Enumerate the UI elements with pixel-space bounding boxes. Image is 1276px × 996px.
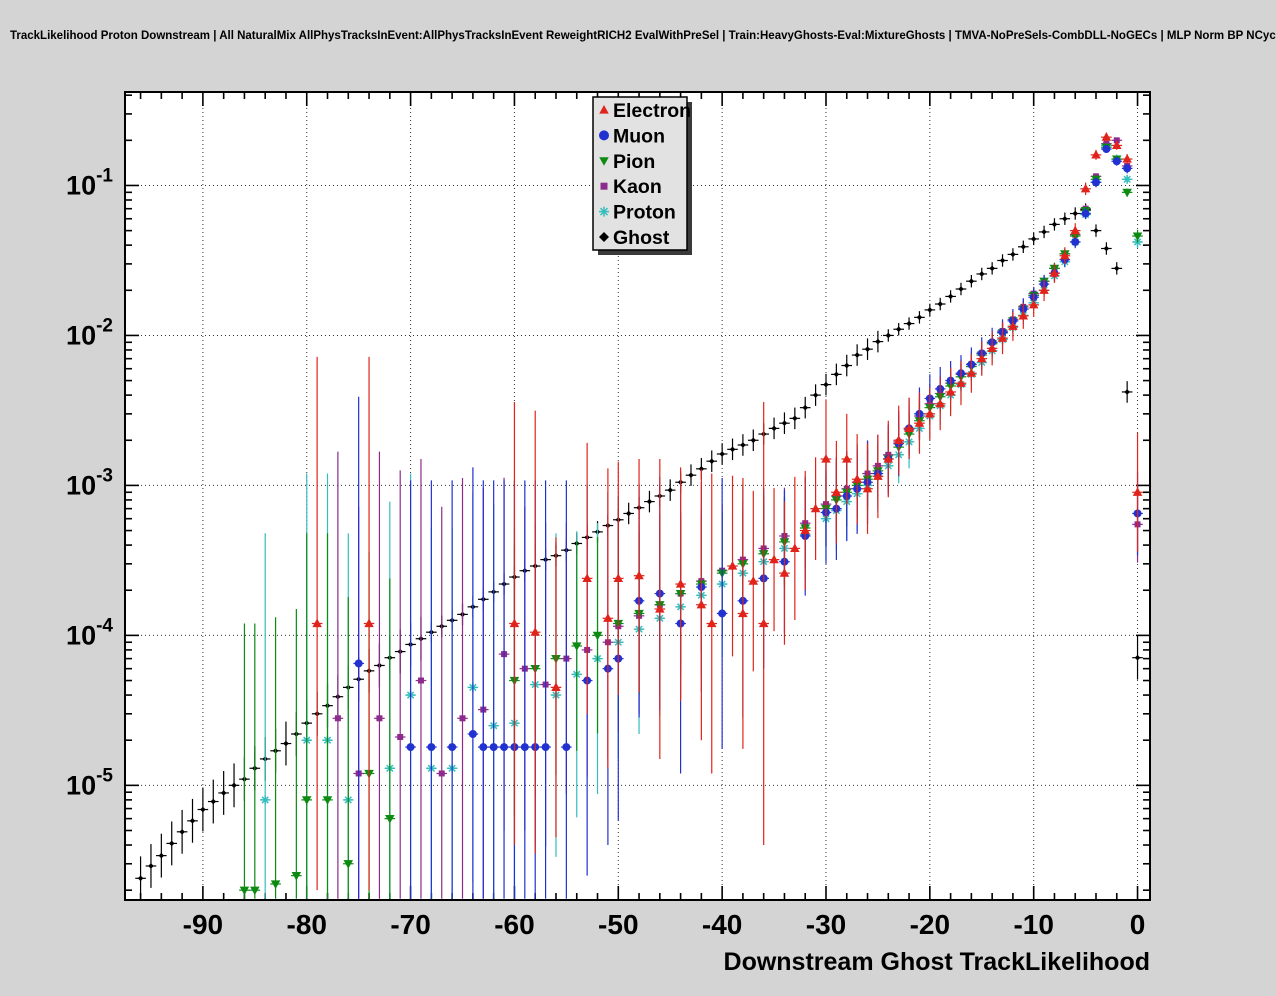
legend-entry-kaon: Kaon [600, 176, 662, 198]
svg-text:10-5: 10-5 [66, 765, 113, 800]
svg-text:-30: -30 [806, 909, 846, 940]
legend-label: Proton [613, 202, 676, 224]
legend-label: Muon [613, 125, 665, 147]
svg-text:10-1: 10-1 [66, 165, 113, 200]
legend: Electron Muon Pion Kaon Proton Ghost [592, 96, 692, 255]
svg-text:-40: -40 [702, 909, 742, 940]
svg-text:10-4: 10-4 [66, 615, 113, 650]
chart-title: TrackLikelihood Proton Downstream | All … [10, 30, 1276, 42]
legend-entry-muon: Muon [599, 125, 665, 147]
legend-entry-pion: Pion [599, 151, 655, 173]
svg-text:-10: -10 [1013, 909, 1053, 940]
svg-text:-90: -90 [183, 909, 223, 940]
svg-text:-70: -70 [390, 909, 430, 940]
x-tick-labels: -90 -80 -70 -60 -50 -40 -30 -20 -10 0 [183, 909, 1146, 940]
legend-label: Pion [613, 151, 655, 173]
svg-text:-60: -60 [494, 909, 534, 940]
legend-label: Electron [613, 100, 691, 122]
x-axis-title: Downstream Ghost TrackLikelihood [723, 948, 1150, 976]
svg-text:-80: -80 [287, 909, 327, 940]
legend-entry-electron: Electron [599, 100, 691, 122]
plot-frame-border [124, 91, 1151, 901]
svg-text:10-3: 10-3 [66, 465, 113, 500]
y-tick-labels: 10-1 10-2 10-3 10-4 10-5 [66, 165, 113, 800]
series-electron [311, 132, 1143, 891]
svg-text:-50: -50 [598, 909, 638, 940]
legend-label: Kaon [613, 176, 662, 198]
legend-entry-proton: Proton [599, 202, 676, 224]
legend-label: Ghost [613, 227, 670, 249]
legend-box [592, 96, 688, 251]
svg-text:10-2: 10-2 [66, 315, 113, 350]
svg-text:0: 0 [1130, 909, 1146, 940]
legend-entry-ghost: Ghost [599, 227, 670, 249]
svg-text:-20: -20 [910, 909, 950, 940]
